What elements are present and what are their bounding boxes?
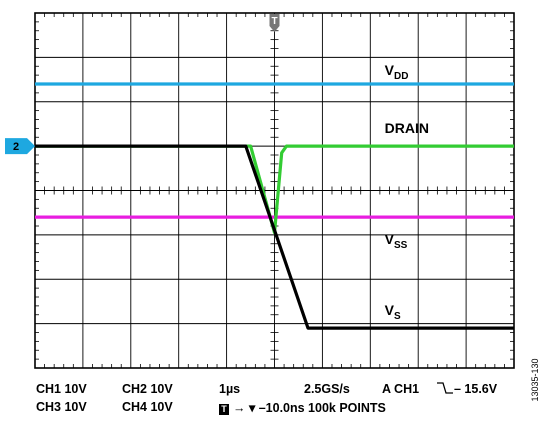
- label-vdd: VDD: [385, 62, 409, 82]
- trace-labels: VDD DRAIN VSS VS: [385, 62, 429, 322]
- trigger-position-marker: T: [269, 14, 280, 32]
- markers: T2: [5, 14, 280, 155]
- trigger-marker-arrow: [269, 26, 280, 32]
- plot-grid: [34, 12, 515, 369]
- trigger-marker-label: T: [271, 16, 277, 27]
- label-vs: VS: [385, 302, 401, 322]
- figure-code-text: 13035-130: [530, 358, 540, 402]
- trigger-source: A CH1: [382, 382, 420, 396]
- ch2-scale: CH2 10V: [122, 382, 173, 396]
- channel-2-marker: 2: [5, 138, 35, 155]
- timebase: 1µs: [219, 382, 241, 396]
- trigger-level: – 15.6V: [454, 382, 498, 396]
- channel-marker-label: 2: [13, 141, 19, 153]
- label-vss: VSS: [385, 231, 408, 251]
- channel-marker-shape: [5, 138, 35, 155]
- figure-code: 13035-130: [528, 340, 542, 420]
- ch1-scale: CH1 10V: [36, 382, 87, 396]
- sample-rate: 2.5GS/s: [304, 382, 350, 396]
- ch3-scale: CH3 10V: [36, 400, 87, 414]
- trigger-position: → ▾ –10.0ns 100k POINTS: [233, 401, 386, 415]
- traces: [35, 82, 514, 330]
- series-vs-line: [35, 144, 514, 330]
- trigger-box-icon: T: [219, 400, 229, 415]
- trigger-marker-box: [269, 14, 280, 26]
- falling-edge-icon: [436, 382, 454, 397]
- ch4-scale: CH4 10V: [122, 400, 173, 414]
- label-drain: DRAIN: [385, 120, 429, 136]
- trigger-box-label: T: [219, 404, 229, 415]
